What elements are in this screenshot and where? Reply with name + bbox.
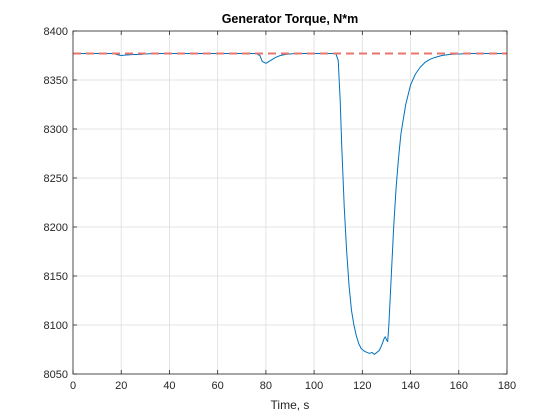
x-tick-label: 160 — [450, 380, 468, 392]
x-tick-label: 140 — [401, 380, 419, 392]
y-tick-label: 8250 — [44, 173, 68, 185]
torque-series-line — [73, 53, 507, 355]
tick-marks — [72, 30, 508, 375]
plot-lines — [73, 52, 507, 355]
x-tick-label: 40 — [163, 380, 175, 392]
y-tick-labels: 8050 8100 8150 8200 8250 8300 8350 8400 — [44, 26, 68, 381]
x-tick-label: 80 — [260, 380, 272, 392]
x-tick-label: 180 — [498, 380, 516, 392]
axes-box — [72, 30, 508, 375]
y-tick-label: 8150 — [44, 271, 68, 283]
y-tick-label: 8350 — [44, 75, 68, 87]
y-tick-label: 8300 — [44, 124, 68, 136]
x-axis-label: Time, s — [271, 398, 310, 412]
x-tick-label: 120 — [353, 380, 371, 392]
x-tick-labels: 0 20 40 60 80 100 120 140 160 180 — [70, 380, 516, 392]
y-tick-label: 8200 — [44, 222, 68, 234]
y-tick-label: 8100 — [44, 320, 68, 332]
x-tick-label: 20 — [115, 380, 127, 392]
x-tick-label: 0 — [70, 380, 76, 392]
y-tick-label: 8050 — [44, 369, 68, 381]
chart-title: Generator Torque, N*m — [222, 12, 359, 26]
x-tick-label: 100 — [305, 380, 323, 392]
x-tick-label: 60 — [212, 380, 224, 392]
y-tick-label: 8400 — [44, 26, 68, 38]
plot-area — [73, 31, 507, 374]
